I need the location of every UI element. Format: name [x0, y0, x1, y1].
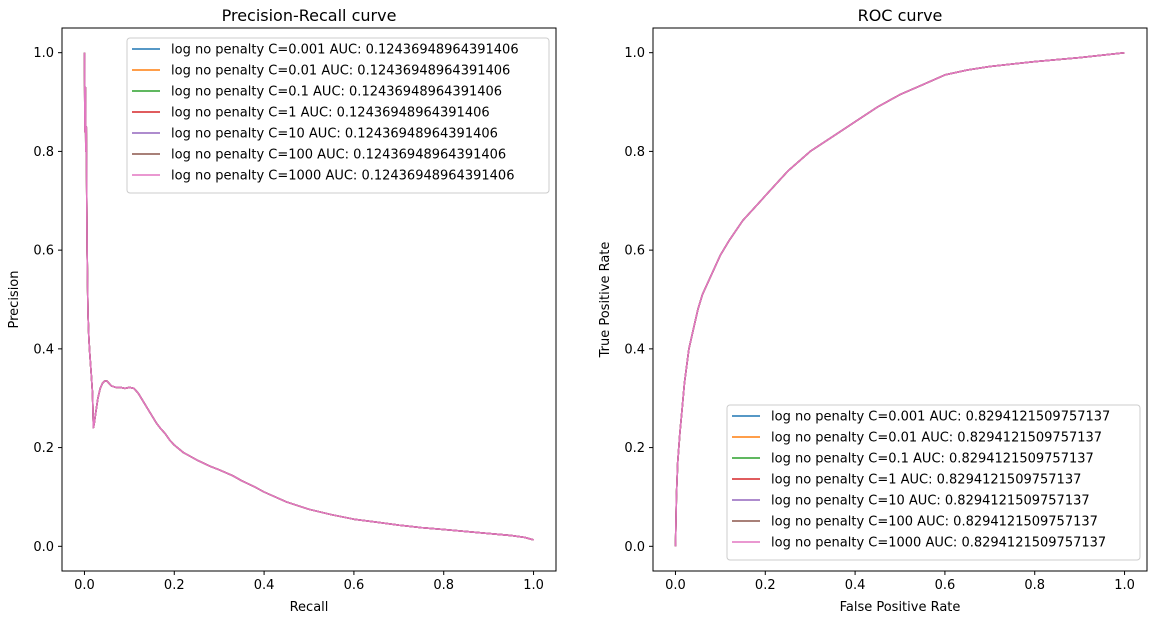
- legend-entry-label: log no penalty C=0.1 AUC: 0.124369489643…: [171, 85, 502, 100]
- legend-entry-label: log no penalty C=100 AUC: 0.829412150975…: [771, 515, 1098, 530]
- x-tick-label: 0.0: [74, 578, 95, 593]
- y-axis-label: Precision: [7, 270, 22, 328]
- legend-entry-label: log no penalty C=0.01 AUC: 0.82941215097…: [771, 431, 1102, 446]
- x-tick-label: 0.4: [845, 578, 866, 593]
- y-tick-label: 0.8: [33, 145, 54, 160]
- y-tick-label: 0.2: [33, 441, 54, 456]
- legend-box: [726, 404, 1141, 561]
- legend-entry-label: log no penalty C=0.001 AUC: 0.1243694896…: [171, 43, 519, 58]
- legend-entry-label: log no penalty C=1000 AUC: 0.12436948964…: [171, 169, 514, 184]
- legend-entry-label: log no penalty C=100 AUC: 0.124369489643…: [171, 148, 506, 163]
- plot-area-frame: [652, 27, 1148, 572]
- precision-recall-title: Precision-Recall curve: [222, 6, 397, 25]
- y-tick-label: 1.0: [33, 46, 54, 61]
- y-tick-label: 0.4: [33, 342, 54, 357]
- legend-entry-label: log no penalty C=10 AUC: 0.1243694896439…: [171, 127, 498, 142]
- legend-entry-label: log no penalty C=0.1 AUC: 0.829412150975…: [771, 452, 1094, 467]
- x-tick-label: 0.8: [433, 578, 454, 593]
- x-tick-label: 1.0: [523, 578, 544, 593]
- y-tick-label: 0.4: [624, 342, 645, 357]
- legend: log no penalty C=0.001 AUC: 0.8294121509…: [726, 404, 1141, 561]
- y-tick-label: 0.2: [624, 441, 645, 456]
- roc-title: ROC curve: [858, 6, 943, 25]
- x-axis-label: False Positive Rate: [840, 600, 961, 615]
- x-axis-label: Recall: [290, 600, 329, 615]
- plot-area-frame: [61, 27, 557, 572]
- x-tick-label: 0.4: [254, 578, 275, 593]
- precision-recall-panel: Precision-Recall curve 0.0 0.2 0.4 0.6 0.8 1.0…: [7, 6, 557, 615]
- x-tick-label: 0.2: [755, 578, 776, 593]
- x-tick-label: 0.8: [1024, 578, 1045, 593]
- x-tick-label: 0.6: [344, 578, 365, 593]
- x-tick-label: 0.2: [164, 578, 185, 593]
- legend-box: [126, 37, 550, 194]
- legend-entry-label: log no penalty C=10 AUC: 0.8294121509757…: [771, 494, 1090, 509]
- roc-panel: ROC curve 0.0 0.2 0.4 0.6 0.8 1.0 0.0 0.2 0.4 0.6 0…: [598, 6, 1148, 615]
- series-line-6: [83, 52, 534, 541]
- legend-entry-label: log no penalty C=1 AUC: 0.12436948964391…: [171, 106, 490, 121]
- x-tick-label: 0.0: [665, 578, 686, 593]
- y-tick-label: 0.0: [624, 540, 645, 555]
- y-tick-label: 0.8: [624, 145, 645, 160]
- y-axis-label: True Positive Rate: [598, 242, 613, 359]
- series-line-6: [674, 51, 1125, 547]
- y-tick-label: 0.0: [33, 540, 54, 555]
- legend: log no penalty C=0.001 AUC: 0.1243694896…: [126, 37, 550, 194]
- legend-entry-label: log no penalty C=0.001 AUC: 0.8294121509…: [771, 410, 1110, 425]
- legend-entry-label: log no penalty C=1000 AUC: 0.82941215097…: [771, 536, 1106, 551]
- y-tick-label: 1.0: [624, 46, 645, 61]
- x-tick-label: 0.6: [935, 578, 956, 593]
- y-tick-label: 0.6: [624, 244, 645, 259]
- y-tick-label: 0.6: [33, 244, 54, 259]
- x-tick-label: 1.0: [1114, 578, 1135, 593]
- legend-entry-label: log no penalty C=1 AUC: 0.82941215097571…: [771, 473, 1081, 488]
- legend-entry-label: log no penalty C=0.01 AUC: 0.12436948964…: [171, 64, 510, 79]
